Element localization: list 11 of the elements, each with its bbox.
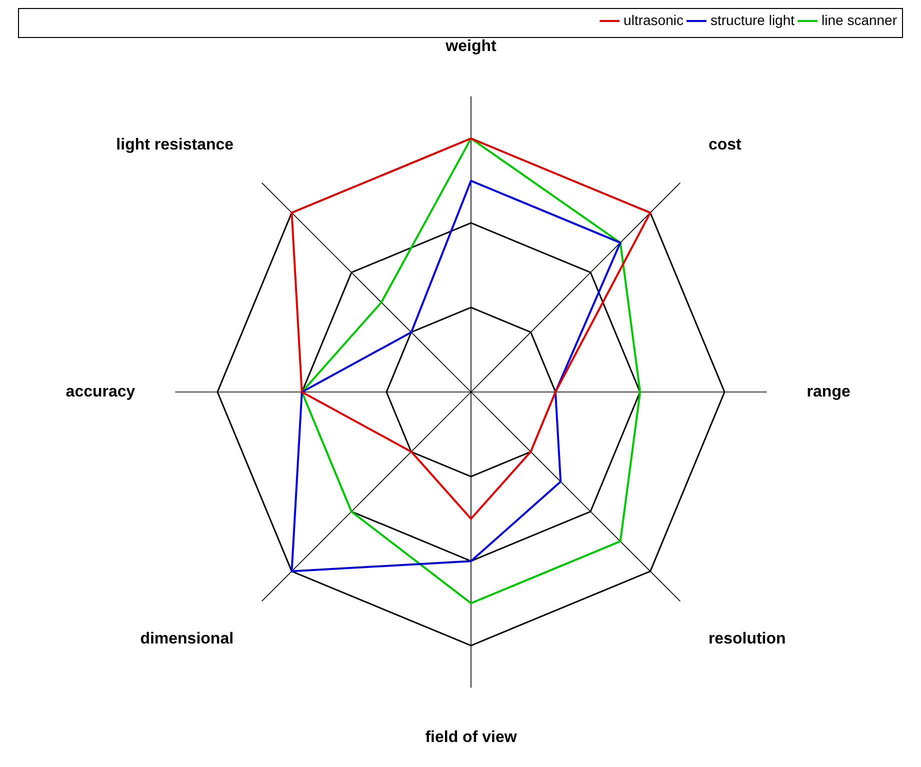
spoke-label: cost [708,136,742,154]
spoke-label: resolution [708,630,786,648]
legend-label: line scanner [822,12,898,28]
spoke-label: field of view [425,728,518,746]
legend-label: structure light [710,12,795,28]
spoke-label: range [806,383,850,400]
spoke-label: light resistance [116,136,234,154]
spoke-label: weight [444,38,497,56]
spoke-label: accuracy [66,383,136,400]
spoke-label: dimensional [140,630,234,648]
legend-label: ultrasonic [624,12,684,28]
